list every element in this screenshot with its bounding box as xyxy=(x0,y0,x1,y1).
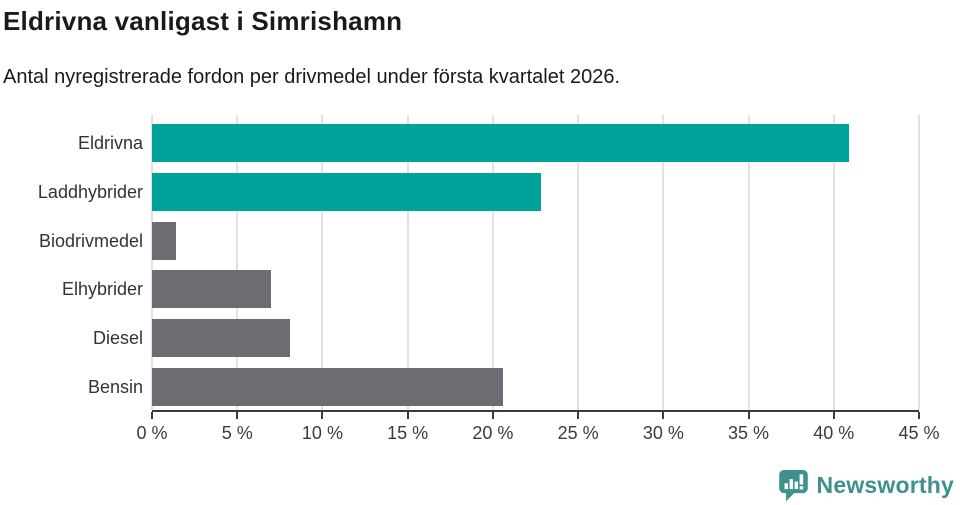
bar-eldrivna xyxy=(152,124,850,162)
plot-area xyxy=(151,115,920,410)
chart-subtitle: Antal nyregistrerade fordon per drivmede… xyxy=(3,66,621,88)
gridline xyxy=(406,115,409,410)
x-axis-tick-label: 25 % xyxy=(557,423,599,443)
bar-bensin xyxy=(152,368,504,406)
x-axis-line xyxy=(152,410,919,412)
x-axis-tick xyxy=(832,412,835,419)
x-axis-tick-label: 35 % xyxy=(728,423,770,443)
category-label-biodrivmedel: Biodrivmedel xyxy=(38,230,143,251)
x-axis-tick-label: 20 % xyxy=(472,423,514,443)
x-axis-tick xyxy=(406,412,409,419)
category-label-laddhybrider: Laddhybrider xyxy=(37,181,143,202)
gridline xyxy=(491,115,494,410)
category-label-elhybrider: Elhybrider xyxy=(61,279,143,300)
x-axis-tick-label: 5 % xyxy=(221,423,253,443)
x-axis-tick xyxy=(491,412,494,419)
x-axis-tick-label: 10 % xyxy=(301,423,343,443)
x-axis-tick xyxy=(747,412,750,419)
newsworthy-wordmark: Newsworthy xyxy=(816,471,954,498)
gridline xyxy=(577,115,580,410)
gridline xyxy=(662,115,665,410)
x-axis-tick-label: 30 % xyxy=(642,423,684,443)
category-label-diesel: Diesel xyxy=(92,328,143,349)
category-label-eldrivna: Eldrivna xyxy=(77,133,143,153)
gridline xyxy=(236,115,239,410)
bar-diesel xyxy=(152,319,291,358)
bar-biodrivmedel xyxy=(152,221,176,260)
x-axis-tick xyxy=(662,412,665,419)
x-axis-tick xyxy=(236,412,239,419)
x-axis-tick xyxy=(321,412,324,419)
x-axis-tick xyxy=(577,412,580,419)
x-axis-tick xyxy=(918,412,920,419)
category-label-bensin: Bensin xyxy=(87,377,143,397)
bar-elhybrider xyxy=(152,270,272,309)
gridline xyxy=(832,115,835,410)
chart-title: Eldrivna vanligast i Simrishamn xyxy=(3,6,403,36)
gridline xyxy=(747,115,750,410)
gridline xyxy=(918,115,920,410)
bar-laddhybrider xyxy=(152,172,541,211)
x-axis-tick-label: 40 % xyxy=(813,423,855,443)
x-axis-tick xyxy=(151,412,153,419)
gridline xyxy=(151,115,153,410)
x-axis-tick-label: 45 % xyxy=(898,423,940,443)
newsworthy-bubble-chart-icon xyxy=(778,470,808,502)
x-axis-tick-label: 0 % xyxy=(136,423,168,443)
x-axis-tick-label: 15 % xyxy=(387,423,429,443)
newsworthy-logo: Newsworthy xyxy=(777,468,954,502)
gridline xyxy=(321,115,324,410)
